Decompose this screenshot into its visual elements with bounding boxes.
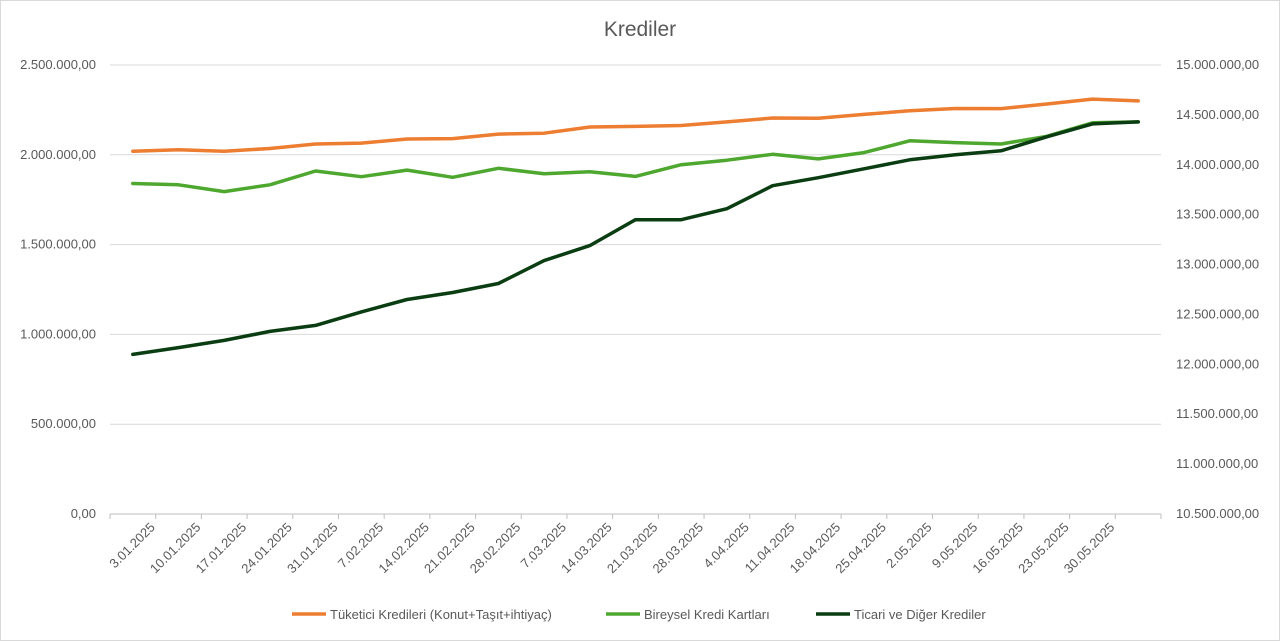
legend-label: Bireysel Kredi Kartları [644,607,770,622]
left-tick-label: 500.000,00 [31,416,96,431]
right-tick-label: 12.500.000,00 [1176,306,1259,321]
gridlines [110,64,1161,515]
right-tick-label: 11.000.000,00 [1176,456,1258,471]
x-axis: 3.01.202510.01.202517.01.202524.01.20253… [106,514,1162,576]
right-tick-label: 13.500.000,00 [1176,207,1259,222]
right-tick-label: 14.000.000,00 [1176,157,1259,172]
right-tick-label: 14.500.000,00 [1176,107,1259,122]
left-axis-ticks: 0,00 500.000,00 1.000.000,00 1.500.000,00 2.… [20,57,96,521]
series-lines [131,97,1140,357]
left-tick-label: 2.500.000,00 [20,57,96,72]
legend-label: Ticari ve Diğer Krediler [854,607,986,622]
right-tick-label: 15.000.000,00 [1176,57,1259,72]
legend: Tüketici Kredileri (Konut+Taşıt+ihtiyaç)… [292,607,986,622]
left-tick-label: 1.000.000,00 [20,326,96,341]
series-line-3 [131,120,1140,357]
right-tick-label: 12.000.000,00 [1176,356,1259,371]
series-line-1 [131,97,1140,153]
legend-label: Tüketici Kredileri (Konut+Taşıt+ihtiyaç) [330,607,552,622]
series-line-2 [131,120,1140,194]
left-tick-label: 0,00 [71,506,96,521]
right-tick-label: 10.500.000,00 [1176,506,1259,521]
right-axis-ticks: 10.500.000,00 11.000.000,00 11.500.000,00 1… [1176,57,1259,521]
x-tick-label: 2.05.2025 [883,520,935,572]
right-tick-label: 13.000.000,00 [1176,257,1259,272]
right-tick-label: 11.500.000,00 [1176,406,1258,421]
left-tick-label: 2.000.000,00 [20,147,96,162]
left-tick-label: 1.500.000,00 [20,237,96,252]
chart-title: Krediler [604,18,676,41]
